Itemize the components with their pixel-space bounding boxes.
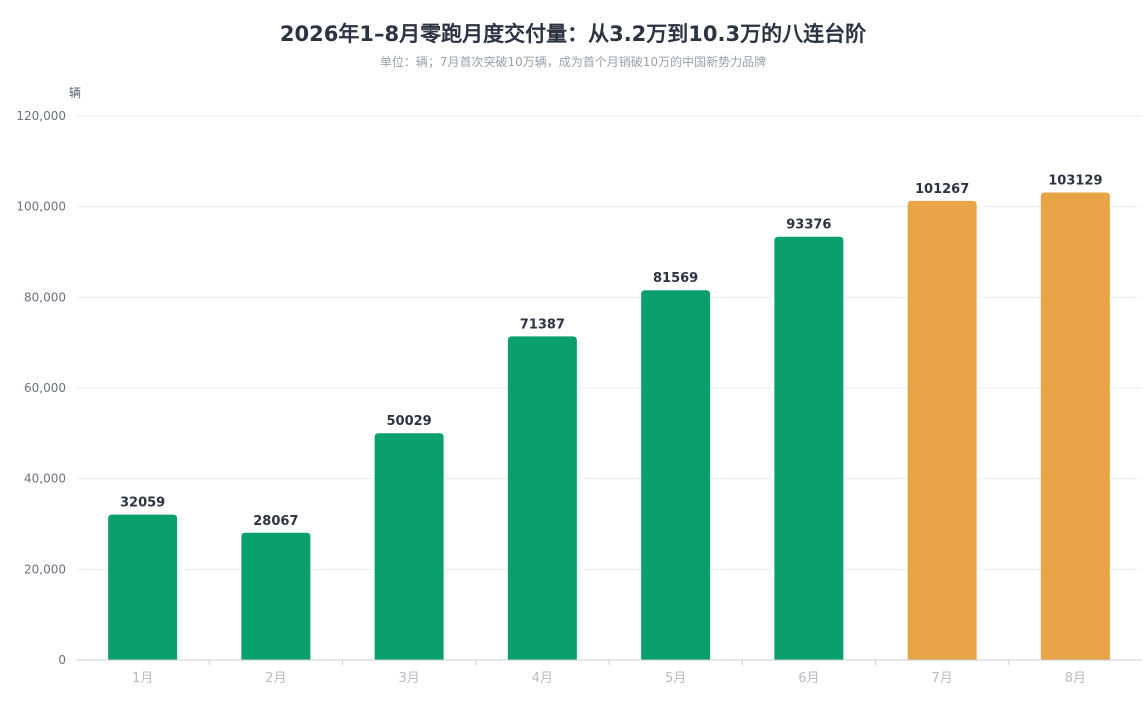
- gridlines: [76, 115, 1142, 570]
- data-label: 28067: [253, 514, 298, 529]
- data-label: 101267: [915, 182, 969, 197]
- chart-title: 2026年1–8月零跑月度交付量：从3.2万到10.3万的八连台阶: [279, 22, 867, 46]
- y-tick-label: 120,000: [16, 109, 66, 123]
- y-tick-label: 20,000: [24, 562, 66, 576]
- y-axis-unit-label: 辆: [69, 86, 82, 100]
- data-label: 32059: [120, 496, 165, 511]
- y-tick-label: 60,000: [24, 381, 66, 395]
- chart-subtitle: 单位：辆；7月首次突破10万辆，成为首个月销破10万的中国新势力品牌: [379, 55, 767, 69]
- x-tick-label: 6月: [798, 671, 819, 686]
- bar: [374, 433, 444, 660]
- bar: [108, 514, 178, 660]
- data-label: 103129: [1048, 173, 1102, 188]
- x-tick-label: 8月: [1065, 671, 1086, 686]
- bar: [1040, 192, 1110, 660]
- bar: [641, 290, 711, 660]
- y-tick-label: 80,000: [24, 290, 66, 304]
- x-tick-label: 4月: [532, 671, 553, 686]
- x-tick-label: 3月: [398, 671, 419, 686]
- x-tick-label: 7月: [931, 671, 952, 686]
- data-label: 71387: [520, 317, 565, 332]
- x-tick-label: 5月: [665, 671, 686, 686]
- y-axis-ticks: 0 20,000 40,000 60,000 80,000 100,000 120,000: [16, 109, 66, 667]
- bar: [907, 200, 977, 661]
- data-label: 81569: [653, 271, 698, 286]
- bar: [507, 336, 577, 660]
- data-label: 50029: [387, 414, 432, 429]
- y-tick-label: 40,000: [24, 472, 66, 486]
- bars: [108, 192, 1110, 661]
- x-axis-ticks: 1月 2月 3月 4月 5月 6月 7月 8月: [76, 659, 1142, 686]
- y-tick-label: 100,000: [16, 200, 66, 214]
- x-tick-label: 1月: [132, 671, 153, 686]
- x-tick-label: 2月: [265, 671, 286, 686]
- data-labels: 32059 28067 50029 71387 81569 93376 101267 1031…: [120, 173, 1103, 528]
- y-tick-label: 0: [58, 653, 66, 667]
- data-label: 93376: [786, 218, 831, 233]
- bar: [241, 532, 311, 660]
- bar: [774, 236, 844, 660]
